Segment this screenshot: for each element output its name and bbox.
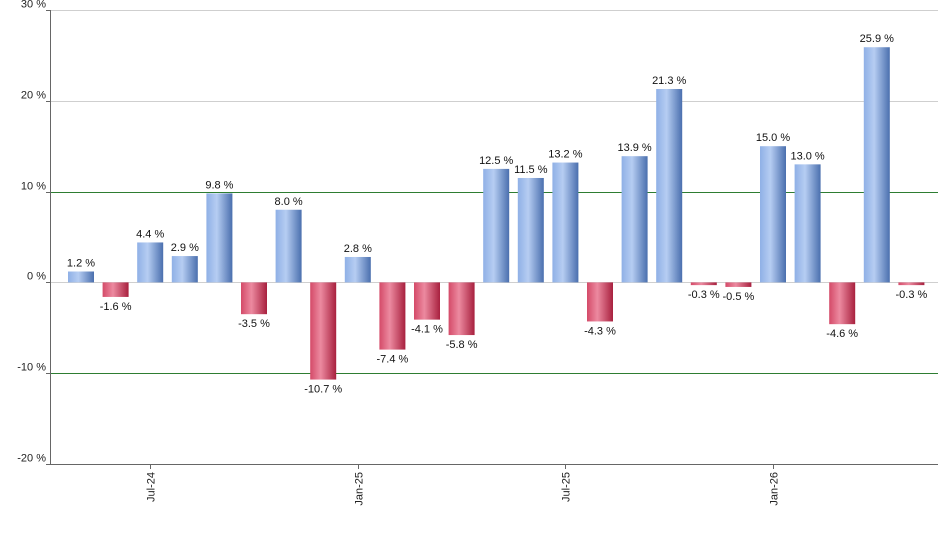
data-label: 13.0 %	[790, 150, 824, 162]
y-tick-label: -10 %	[17, 362, 46, 374]
bar	[656, 88, 683, 283]
data-label: 11.5 %	[514, 164, 548, 176]
bars	[68, 47, 925, 380]
y-tick-label: -20 %	[17, 453, 46, 465]
data-label: -1.6 %	[100, 301, 132, 313]
bar	[690, 282, 717, 286]
y-tick-label: 20 %	[21, 90, 46, 102]
x-tick-label: Jan-25	[354, 472, 366, 506]
data-label: -3.5 %	[238, 318, 270, 330]
data-label: -0.3 %	[896, 289, 928, 301]
bar	[344, 256, 371, 283]
bar	[483, 168, 510, 283]
bar	[725, 282, 752, 287]
data-label: 1.2 %	[67, 258, 95, 270]
bar	[829, 282, 856, 325]
axes: -20 % -10 % 0 % 10 % 20 % 30 % Jul-24 Jan-25 Jul…	[17, 0, 938, 506]
x-tick-label: Jan-26	[769, 472, 781, 506]
bar	[102, 282, 129, 297]
data-label: -4.1 %	[411, 324, 443, 336]
y-tick-label: 0 %	[27, 271, 46, 283]
data-label: 25.9 %	[860, 33, 894, 45]
bar	[621, 156, 648, 283]
bar	[898, 282, 925, 286]
data-label: -0.3 %	[688, 289, 720, 301]
bar	[448, 282, 475, 336]
bar	[587, 282, 613, 322]
x-tick-label: Jul-24	[146, 472, 158, 502]
bar	[517, 177, 544, 283]
bar	[137, 242, 164, 283]
data-label: -10.7 %	[304, 384, 342, 396]
data-label: -5.8 %	[446, 339, 478, 351]
data-label: 9.8 %	[205, 179, 233, 191]
data-label: 2.8 %	[344, 243, 372, 255]
bar	[552, 162, 579, 283]
data-label: 13.9 %	[617, 142, 651, 154]
bar	[379, 282, 406, 350]
data-label: 13.2 %	[548, 149, 582, 161]
data-label: 21.3 %	[652, 75, 686, 87]
bar	[414, 282, 440, 320]
data-label: 15.0 %	[756, 132, 790, 144]
data-label: 2.9 %	[171, 242, 199, 254]
data-label: 12.5 %	[479, 155, 513, 167]
bar	[760, 146, 786, 283]
data-label: -4.3 %	[584, 325, 616, 337]
y-tick-label: 30 %	[21, 0, 46, 11]
bar	[275, 209, 302, 283]
bar	[863, 47, 890, 283]
y-tick-label: 10 %	[21, 181, 46, 193]
bar	[310, 282, 337, 380]
x-tick-label: Jul-25	[561, 472, 573, 502]
data-label: 4.4 %	[136, 228, 164, 240]
data-label: -4.6 %	[826, 328, 858, 340]
bar	[241, 282, 267, 315]
data-label: -0.5 %	[723, 291, 755, 303]
data-label: -7.4 %	[377, 354, 409, 366]
bar	[171, 256, 198, 283]
data-label: 8.0 %	[275, 196, 303, 208]
bar	[794, 164, 821, 283]
bar	[68, 271, 94, 283]
bar	[206, 193, 233, 283]
data-labels: 1.2 % -1.6 % 4.4 % 2.9 % 9.8 % -3.5 % 8.0 % -10…	[67, 33, 928, 395]
